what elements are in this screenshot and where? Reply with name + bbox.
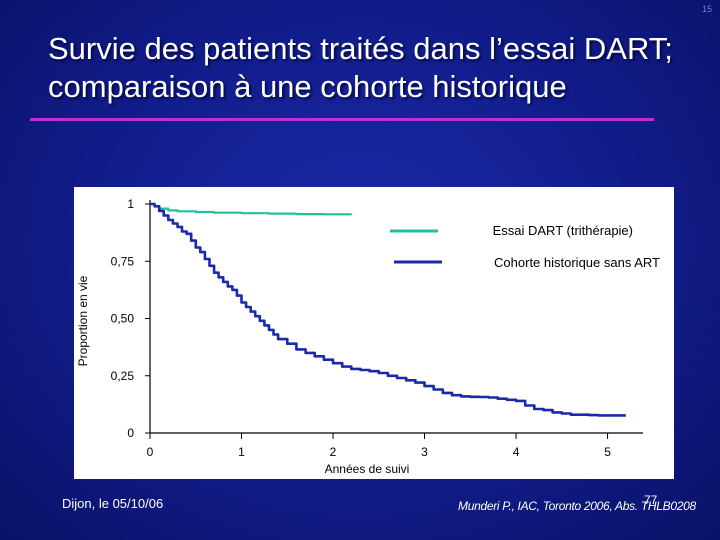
y-tick-label-3: 0,75	[111, 254, 135, 268]
series-line-1	[150, 202, 626, 417]
slide-number: 15	[701, 4, 712, 14]
survival-chart-panel: 0 0,25 0,50 0,75 1 0 1 2 3 4 5 Essai DART (trithér…	[74, 187, 674, 479]
y-tick-label-2: 0,50	[111, 312, 135, 326]
x-tick-label-2: 2	[330, 445, 337, 459]
footer-citation: Munderi P., IAC, Toronto 2006, Abs. THLB…	[458, 499, 696, 513]
survival-chart: 0 0,25 0,50 0,75 1 0 1 2 3 4 5 Essai DART (trithér…	[76, 197, 660, 476]
page-number: 77	[644, 493, 658, 507]
x-tick-label-3: 3	[421, 445, 428, 459]
x-tick-label-1: 1	[238, 445, 245, 459]
chart-series-lines	[150, 202, 626, 417]
slide-title: Survie des patients traités dans l’essai…	[48, 31, 673, 104]
series-line-0	[150, 202, 353, 216]
x-tick-label-5: 5	[604, 445, 611, 459]
y-tick-label-0: 0	[127, 426, 134, 440]
footer-location-date: Dijon, le 05/10/06	[62, 496, 164, 511]
legend-label-0: Essai DART (trithérapie)	[493, 223, 633, 238]
legend-label-1: Cohorte historique sans ART	[494, 255, 660, 270]
x-tick-label-0: 0	[147, 445, 154, 459]
title-underline	[30, 118, 654, 121]
footer-reference: Munderi P., IAC, Toronto 2006, Abs. THLB…	[458, 499, 696, 513]
y-tick-label-1: 0,25	[111, 369, 135, 383]
chart-axes: 0 0,25 0,50 0,75 1 0 1 2 3 4 5	[111, 197, 643, 459]
x-tick-label-4: 4	[513, 445, 520, 459]
x-axis-label: Années de suivi	[325, 462, 410, 476]
y-tick-label-4: 1	[127, 197, 134, 211]
chart-legend: Essai DART (trithérapie) Cohorte historiq…	[390, 223, 660, 270]
y-axis-label: Proportion en vie	[76, 275, 90, 366]
